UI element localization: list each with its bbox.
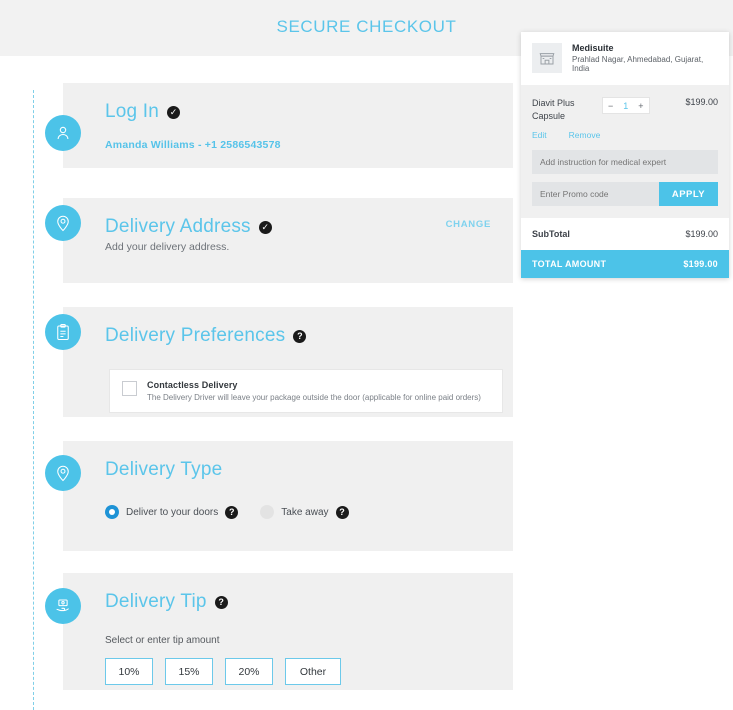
promo-code-input[interactable] [532, 182, 659, 207]
change-address-link[interactable]: CHANGE [445, 219, 491, 230]
step-delivery-preferences: Delivery Preferences ? Contactless Deliv… [63, 307, 513, 417]
storefront-icon [532, 43, 562, 73]
tip-button-15[interactable]: 15% [165, 658, 213, 685]
cart-item-name: Diavit Plus Capsule [532, 98, 575, 122]
location-pin-icon [45, 455, 81, 491]
radio-deliver-to-your-doors[interactable] [105, 505, 119, 519]
progress-timeline-line [33, 90, 34, 710]
step-login: Log In ✓ Amanda Williams - +1 2586543578 [63, 83, 513, 168]
contactless-delivery-label: Contactless Delivery [147, 380, 238, 390]
contactless-delivery-description: The Delivery Driver will leave your pack… [147, 393, 481, 402]
cart-item-row: Diavit Plus Capsule − 1 + $199.00 [532, 97, 718, 123]
total-amount-label: TOTAL AMOUNT [532, 259, 607, 270]
cart-item-actions: Edit Remove [532, 130, 718, 140]
contactless-delivery-checkbox[interactable] [122, 381, 137, 396]
subtotal-value: $199.00 [685, 229, 718, 240]
radio-take-away-label: Take away [281, 506, 329, 518]
step-delivery-type: Delivery Type Deliver to your doors ? Ta… [63, 441, 513, 551]
step-delivery-tip: Delivery Tip ? Select or enter tip amoun… [63, 573, 513, 690]
store-name: Medisuite [572, 43, 614, 53]
remove-item-link[interactable]: Remove [568, 130, 601, 141]
step-delivery-address-title: Delivery Address [105, 216, 251, 237]
delivery-type-option-deliver[interactable]: Deliver to your doors ? [105, 505, 239, 519]
increment-quantity-button[interactable]: + [638, 100, 644, 111]
location-pin-icon [45, 205, 81, 241]
delivery-address-value: Add your delivery address. [105, 241, 230, 253]
tip-button-20[interactable]: 20% [225, 658, 273, 685]
store-address: Prahlad Nagar, Ahmedabad, Gujarat, India [572, 55, 704, 73]
step-login-title: Log In [105, 101, 160, 122]
medical-instruction-input[interactable] [532, 150, 718, 175]
verified-check-icon: ✓ [167, 105, 181, 119]
quantity-value: 1 [623, 100, 629, 111]
tip-button-10[interactable]: 10% [105, 658, 153, 685]
step-delivery-address: Delivery Address ✓ Add your delivery add… [63, 198, 513, 283]
verified-check-icon: ✓ [258, 220, 272, 234]
promo-row: APPLY [532, 182, 718, 207]
total-amount-value: $199.00 [683, 259, 718, 270]
subtotal-row: SubTotal $199.00 [521, 218, 729, 251]
tip-options: 10% 15% 20% Other [105, 658, 489, 685]
edit-item-link[interactable]: Edit [532, 130, 547, 141]
contactless-delivery-option[interactable]: Contactless Delivery The Delivery Driver… [109, 369, 503, 413]
total-amount-row: TOTAL AMOUNT $199.00 [521, 250, 729, 279]
help-icon[interactable]: ? [293, 329, 307, 343]
help-icon[interactable]: ? [225, 505, 239, 519]
step-delivery-preferences-title: Delivery Preferences [105, 325, 286, 346]
logged-in-user: Amanda Williams - +1 2586543578 [105, 139, 281, 151]
order-summary-panel: Medisuite Prahlad Nagar, Ahmedabad, Guja… [521, 32, 729, 279]
cart-item-price: $199.00 [685, 97, 718, 107]
decrement-quantity-button[interactable]: − [608, 100, 614, 111]
user-icon [45, 115, 81, 151]
clipboard-icon [45, 314, 81, 350]
page-title: SECURE CHECKOUT [276, 17, 457, 36]
quantity-stepper[interactable]: − 1 + [602, 97, 650, 114]
radio-deliver-to-your-doors-label: Deliver to your doors [126, 506, 219, 518]
apply-promo-button[interactable]: APPLY [659, 182, 718, 207]
page-header: SECURE CHECKOUT [0, 0, 733, 56]
delivery-type-option-takeaway[interactable]: Take away ? [260, 505, 349, 519]
delivery-type-options: Deliver to your doors ? Take away ? [105, 505, 489, 519]
hand-card-icon [45, 588, 81, 624]
cart-items: Diavit Plus Capsule − 1 + $199.00 Edit R… [521, 85, 729, 151]
subtotal-label: SubTotal [532, 229, 570, 240]
help-icon[interactable]: ? [214, 595, 228, 609]
tip-helper-text: Select or enter tip amount [105, 635, 220, 646]
step-delivery-type-title: Delivery Type [105, 459, 223, 480]
step-delivery-tip-title: Delivery Tip [105, 591, 207, 612]
cart-inputs: APPLY [521, 150, 729, 219]
tip-button-other[interactable]: Other [285, 658, 341, 685]
radio-take-away[interactable] [260, 505, 275, 519]
store-header: Medisuite Prahlad Nagar, Ahmedabad, Guja… [521, 32, 729, 85]
help-icon[interactable]: ? [335, 505, 349, 519]
